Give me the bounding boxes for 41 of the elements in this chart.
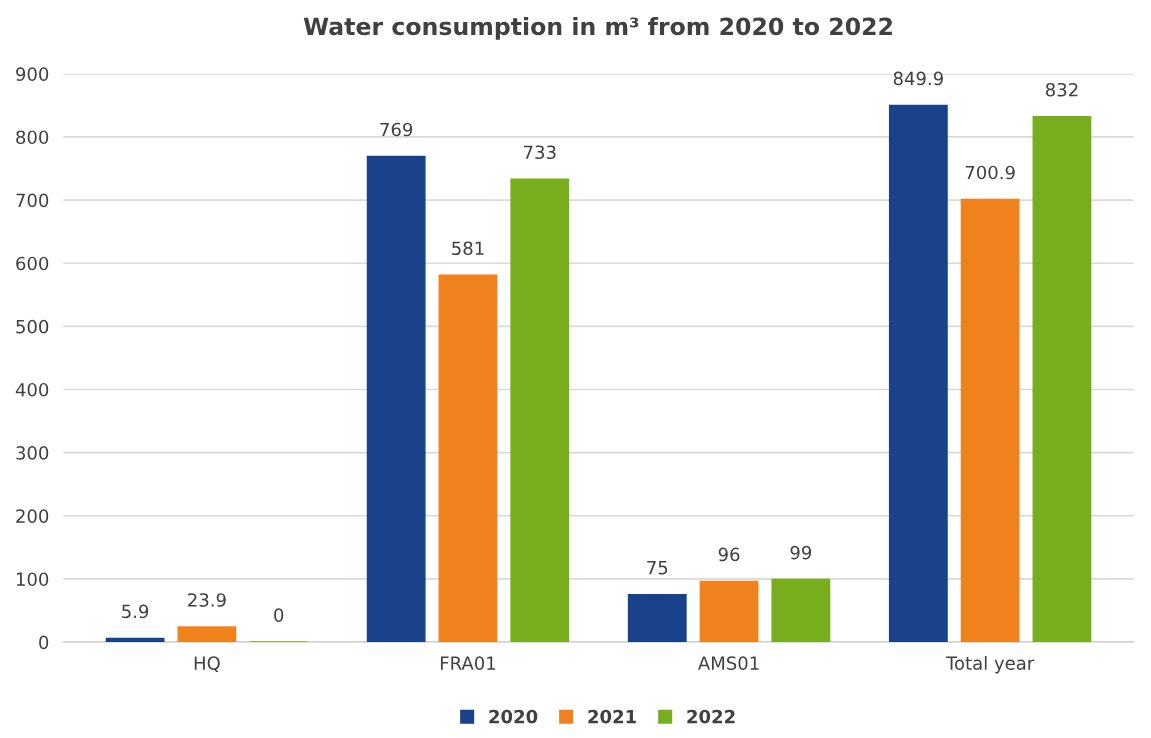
data-label: 581 (452, 241, 484, 256)
bar (438, 274, 498, 643)
x-tick-label: Total year (945, 655, 1035, 674)
data-label: 733 (524, 145, 556, 160)
data-label: 769 (380, 122, 413, 137)
y-tick-label: 200 (16, 509, 49, 523)
data-label: 99 (790, 545, 812, 560)
legend-label: 2020 (489, 709, 538, 724)
bar (366, 155, 426, 643)
y-tick-label: 100 (16, 572, 49, 587)
data-label: 75 (647, 561, 668, 575)
y-tick-label: 900 (16, 67, 49, 81)
bar (627, 594, 687, 643)
data-label: 96 (718, 547, 740, 562)
bar (105, 637, 165, 643)
bar (1032, 116, 1092, 643)
y-tick-label: 700 (16, 193, 49, 208)
data-label: 832 (1045, 82, 1078, 97)
bar (177, 626, 237, 643)
y-tick-label: 400 (15, 382, 49, 397)
data-label: 23.9 (188, 593, 226, 607)
y-tick-label: 300 (16, 446, 49, 460)
y-tick-label: 500 (16, 319, 49, 334)
chart-title: Water consumption in m³ from 2020 to 2022 (303, 16, 892, 40)
y-tick-label: 0 (39, 635, 49, 650)
bar (510, 178, 570, 643)
bar (888, 104, 948, 643)
y-tick-label: 600 (16, 256, 49, 271)
x-tick-label: HQ (194, 656, 220, 672)
legend-label: 2021 (588, 709, 636, 724)
data-label: 0 (274, 608, 284, 622)
legend-label: 2022 (687, 709, 735, 724)
bar (771, 578, 831, 643)
y-tick-label: 800 (16, 130, 49, 145)
x-tick-label: AMS01 (698, 656, 759, 670)
x-tick-label: FRA01 (440, 656, 496, 670)
bar (699, 580, 759, 643)
bar (960, 198, 1020, 643)
data-label: 700.9 (965, 165, 1015, 180)
data-label: 5.9 (122, 604, 149, 619)
data-label: 849.9 (893, 71, 943, 86)
